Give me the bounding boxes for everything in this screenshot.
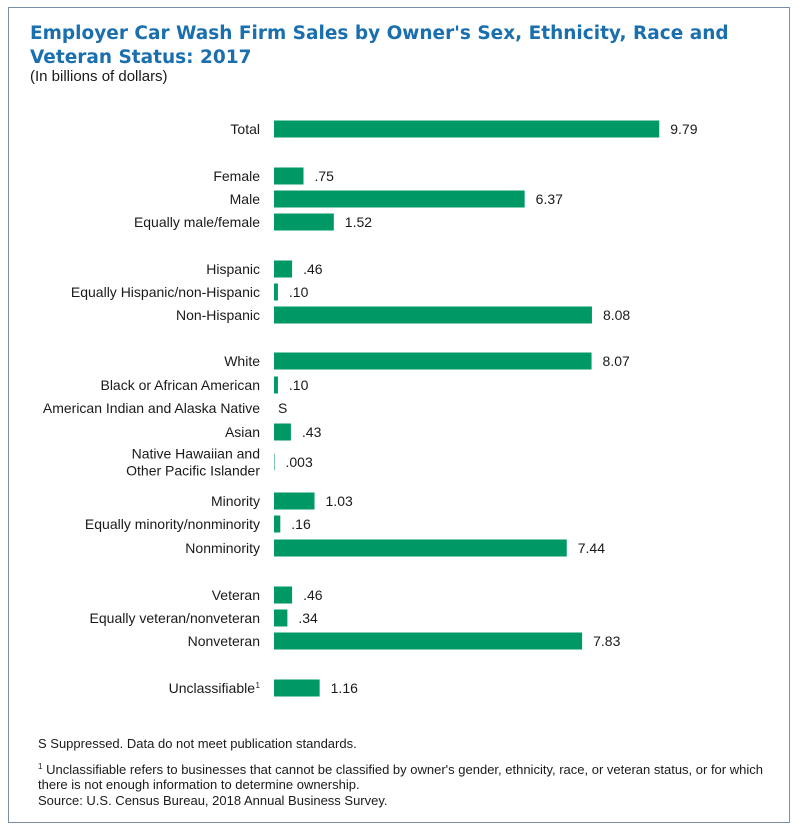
category-label: Native Hawaiian and [132,446,260,462]
footnote-suppressed: S Suppressed. Data do not meet publicati… [38,736,357,751]
value-label: 7.44 [578,540,605,556]
category-label: Equally veteran/nonveteran [90,610,260,626]
chart-subtitle: (In billions of dollars) [30,68,168,85]
footnote-marker: 1 [38,761,43,771]
value-label: 7.83 [593,633,620,649]
bar [274,213,334,231]
bar [274,283,278,301]
category-label: Hispanic [206,261,260,277]
category-label: Non-Hispanic [176,307,260,323]
bar [274,453,275,471]
category-label: American Indian and Alaska Native [43,400,260,416]
value-label: .43 [302,424,322,440]
category-label: Minority [211,493,260,509]
bar [274,586,293,604]
value-label: .10 [289,377,309,393]
category-label: Asian [225,424,260,440]
category-label: Nonminority [185,540,260,556]
value-label: .10 [289,284,309,300]
category-label: Total [230,121,260,137]
bar [274,632,583,650]
value-label: S [278,400,287,416]
value-label: .34 [298,610,318,626]
chart-title: Employer Car Wash Firm Sales by Owner's … [30,23,729,68]
category-label: Nonveteran [188,633,260,649]
bar [274,120,660,138]
category-label: Female [213,168,260,184]
category-label: Unclassifiable [169,680,256,696]
value-label: .16 [291,516,311,532]
figure-frame [8,7,790,823]
value-label: .46 [303,587,323,603]
footnote-unclassifiable-text: Unclassifiable refers to businesses that… [38,761,763,793]
value-label: 6.37 [536,191,563,207]
category-label: White [224,353,260,369]
value-label: 9.79 [670,121,697,137]
value-label: 1.16 [331,680,358,696]
category-label: Equally Hispanic/non-Hispanic [71,284,260,300]
bar [274,679,320,697]
category-label: Equally male/female [134,214,260,230]
category-label: Male [230,191,261,207]
footnote-source: Source: U.S. Census Bureau, 2018 Annual … [38,792,388,808]
bar [274,352,592,370]
value-label: .46 [303,261,323,277]
bar [274,260,293,278]
value-label: 8.08 [603,307,630,323]
bar [274,423,291,441]
category-label: Black or African American [100,377,260,393]
footnote-unclassifiable: 1 Unclassifiable refers to businesses th… [38,759,783,793]
bar [274,190,525,208]
bar [274,515,281,533]
value-label: .75 [315,168,335,184]
bar [274,539,567,557]
bar [274,609,288,627]
value-label: 8.07 [603,353,630,369]
value-label: 1.03 [326,493,353,509]
bar [274,306,592,324]
bar-chart: Total 9.79 Female .75 Male 6.37 Equally male/f… [43,120,698,697]
value-label: .003 [286,454,313,470]
category-label: Other Pacific Islander [126,463,260,479]
category-label: Veteran [212,587,260,603]
bar [274,376,278,394]
category-label: Equally minority/nonminority [85,516,260,532]
footnotes: S Suppressed. Data do not meet publicati… [38,736,783,808]
bar [274,492,315,510]
value-label: 1.52 [345,214,372,230]
label-superscript: 1 [256,681,261,690]
bar [274,167,304,185]
